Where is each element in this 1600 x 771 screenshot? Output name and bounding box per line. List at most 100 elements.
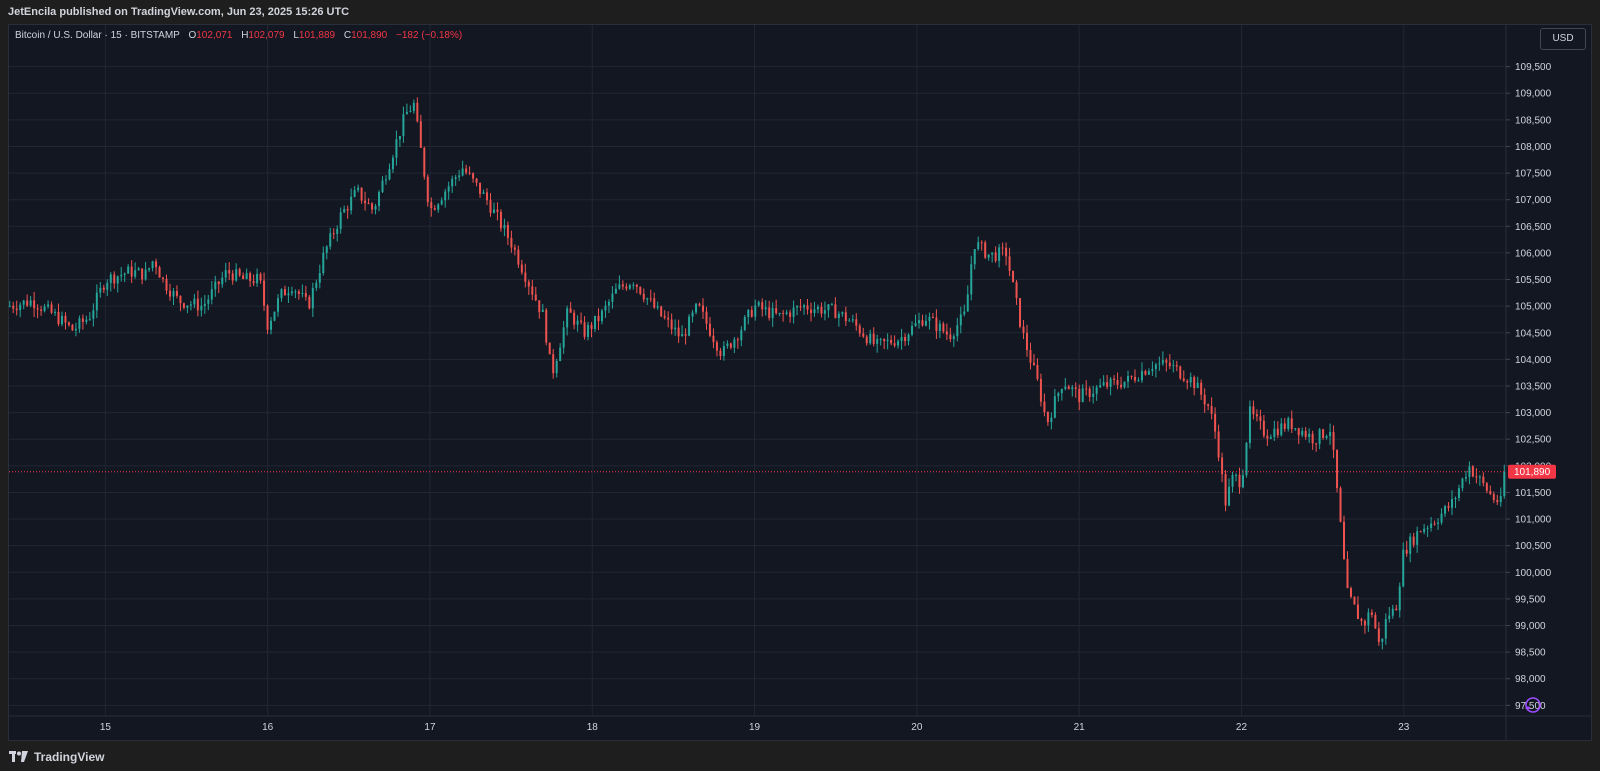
candle bbox=[1437, 518, 1440, 530]
candle bbox=[994, 246, 997, 263]
candle bbox=[980, 240, 983, 251]
candle bbox=[231, 270, 234, 285]
candle bbox=[88, 312, 91, 321]
candle bbox=[1095, 385, 1098, 401]
candle bbox=[949, 327, 952, 343]
price-tick-label: 102,500 bbox=[1515, 435, 1552, 446]
candle bbox=[1161, 351, 1164, 366]
candle bbox=[304, 285, 307, 301]
candle bbox=[374, 203, 377, 215]
candle bbox=[792, 300, 795, 324]
candle bbox=[472, 172, 475, 183]
candle bbox=[639, 286, 642, 296]
candle bbox=[1454, 496, 1457, 509]
candle bbox=[597, 308, 600, 331]
candle bbox=[1127, 370, 1130, 389]
candle bbox=[820, 302, 823, 318]
chart-panel[interactable] bbox=[8, 24, 1592, 741]
candle bbox=[524, 263, 527, 288]
legend-symbol: Bitcoin / U.S. Dollar · 15 · BITSTAMP bbox=[15, 30, 180, 41]
price-tick-label: 108,500 bbox=[1515, 115, 1552, 126]
candle bbox=[1496, 494, 1499, 506]
candle bbox=[1029, 342, 1032, 370]
candle bbox=[534, 286, 537, 302]
candle bbox=[1311, 430, 1314, 450]
candle bbox=[444, 188, 447, 208]
legend-high-value: 102,079 bbox=[248, 30, 285, 41]
candles bbox=[8, 97, 1506, 650]
candle bbox=[343, 205, 346, 214]
candle bbox=[538, 300, 541, 319]
price-tick-label: 101,500 bbox=[1515, 488, 1552, 499]
time-tick-label: 18 bbox=[587, 722, 599, 733]
candle bbox=[1120, 376, 1123, 390]
candle bbox=[1457, 484, 1460, 502]
price-tick-label: 107,000 bbox=[1515, 195, 1552, 206]
candle bbox=[85, 315, 88, 325]
candle bbox=[527, 279, 530, 295]
candle bbox=[590, 322, 593, 338]
candle bbox=[897, 339, 900, 349]
candle bbox=[705, 306, 708, 330]
candle bbox=[106, 279, 109, 296]
candle bbox=[297, 289, 300, 300]
candle bbox=[116, 275, 119, 293]
candle bbox=[1172, 360, 1175, 373]
candle bbox=[886, 333, 889, 350]
candle bbox=[196, 290, 199, 317]
candle bbox=[1423, 524, 1426, 535]
candle bbox=[308, 294, 311, 310]
time-axis[interactable]: 15 16 17 18 19 20 21 22 23 bbox=[100, 722, 1410, 733]
current-price-badge-text: 101,890 bbox=[1514, 467, 1551, 478]
legend-close-value: 101,890 bbox=[351, 30, 388, 41]
candle bbox=[649, 289, 652, 302]
candle bbox=[681, 325, 684, 337]
candle bbox=[970, 255, 973, 301]
candle bbox=[566, 305, 569, 336]
candle bbox=[858, 323, 861, 337]
candle bbox=[290, 286, 293, 296]
price-tick-label: 97,500 bbox=[1515, 701, 1546, 712]
candle bbox=[667, 311, 670, 328]
candle bbox=[1391, 604, 1394, 619]
candle bbox=[1318, 427, 1321, 450]
candle bbox=[123, 272, 126, 283]
candle bbox=[1426, 525, 1429, 537]
candle bbox=[22, 299, 25, 310]
time-tick-label: 23 bbox=[1398, 722, 1410, 733]
candle bbox=[555, 358, 558, 378]
candle bbox=[733, 336, 736, 354]
candle bbox=[695, 302, 698, 315]
price-tick-label: 106,000 bbox=[1515, 248, 1552, 259]
candle bbox=[259, 272, 262, 284]
candle bbox=[559, 343, 562, 362]
candle bbox=[789, 309, 792, 323]
brand[interactable]: TradingView bbox=[9, 750, 104, 764]
legend-low-label: L bbox=[293, 30, 299, 41]
candle bbox=[1015, 279, 1018, 305]
candle bbox=[607, 299, 610, 313]
candle bbox=[1224, 470, 1227, 512]
candle bbox=[1287, 416, 1290, 432]
candle bbox=[1381, 638, 1384, 650]
currency-button[interactable]: USD bbox=[1540, 28, 1586, 50]
candle bbox=[189, 300, 192, 311]
price-tick-label: 98,500 bbox=[1515, 648, 1546, 659]
candle bbox=[893, 335, 896, 348]
price-axis[interactable]: 97,500 98,000 98,500 99,000 99,500 100,000 100… bbox=[1506, 62, 1552, 712]
candle bbox=[405, 103, 408, 115]
replay-icon[interactable] bbox=[1525, 697, 1541, 713]
price-tick-label: 98,000 bbox=[1515, 674, 1546, 685]
legend-high-label: H bbox=[241, 30, 249, 41]
candle bbox=[1078, 384, 1081, 411]
candle bbox=[503, 218, 506, 237]
candle bbox=[635, 283, 638, 294]
candle bbox=[1503, 464, 1506, 499]
candle bbox=[155, 258, 158, 275]
candle bbox=[158, 265, 161, 278]
candle bbox=[740, 326, 743, 347]
candle bbox=[928, 312, 931, 330]
price-tick-label: 107,500 bbox=[1515, 169, 1552, 180]
candle bbox=[465, 164, 468, 175]
